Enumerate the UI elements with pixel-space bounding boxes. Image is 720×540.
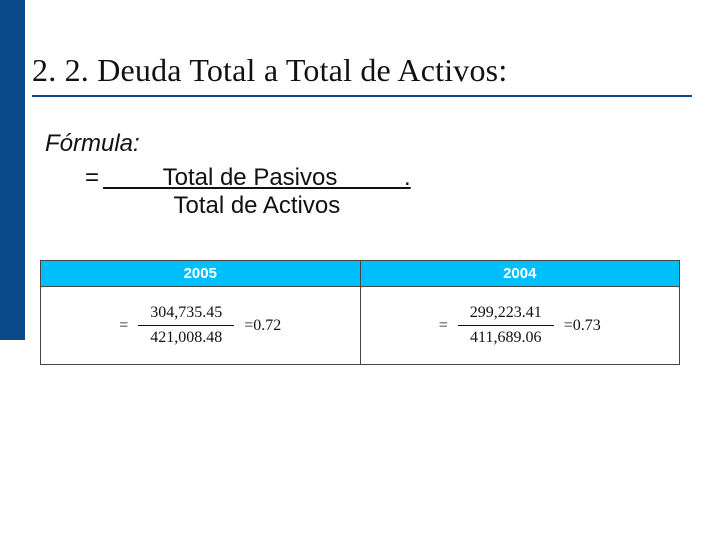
- formula-numerator: Total de Pasivos .: [103, 164, 411, 191]
- cell-eq-left-2004: =: [439, 317, 448, 335]
- formula-line: = Total de Pasivos . Total de Activos: [85, 164, 411, 220]
- calc-cell-2004: = 299,223.41 411,689.06 =0.73: [371, 303, 670, 348]
- cell-2004: = 299,223.41 411,689.06 =0.73: [360, 287, 680, 365]
- calc-cell-2005: = 304,735.45 421,008.48 =0.72: [51, 303, 350, 348]
- formula-label: Fórmula:: [45, 130, 411, 158]
- calc-den-2004: 411,689.06: [458, 326, 553, 348]
- col-header-2004: 2004: [360, 261, 680, 287]
- calc-fraction-2004: 299,223.41 411,689.06: [458, 303, 554, 348]
- cell-2005: = 304,735.45 421,008.48 =0.72: [41, 287, 361, 365]
- calc-den-2005: 421,008.48: [138, 326, 234, 348]
- page-title: 2. 2. Deuda Total a Total de Activos:: [32, 52, 692, 97]
- formula-denominator: Total de Activos: [173, 192, 340, 219]
- formula-fraction: Total de Pasivos . Total de Activos: [103, 164, 411, 220]
- calc-table-wrap: 2005 2004 = 304,735.45 421,008.48 =0.72: [40, 260, 680, 365]
- calc-fraction-2005: 304,735.45 421,008.48: [138, 303, 234, 348]
- formula-block: Fórmula: = Total de Pasivos . Total de A…: [45, 130, 411, 220]
- title-wrap: 2. 2. Deuda Total a Total de Activos:: [32, 52, 692, 97]
- calc-num-2005: 304,735.45: [138, 303, 234, 326]
- calc-num-2004: 299,223.41: [458, 303, 554, 326]
- cell-eq-left-2005: =: [119, 317, 128, 335]
- slide-page: 2. 2. Deuda Total a Total de Activos: Fó…: [0, 0, 720, 540]
- accent-bar: [0, 0, 25, 340]
- calc-result-2004: =0.73: [564, 317, 601, 335]
- calc-result-2005: =0.72: [244, 317, 281, 335]
- col-header-2005: 2005: [41, 261, 361, 287]
- table-header-row: 2005 2004: [41, 261, 680, 287]
- table-row: = 304,735.45 421,008.48 =0.72 =: [41, 287, 680, 365]
- formula-equals: =: [85, 164, 99, 192]
- calc-table: 2005 2004 = 304,735.45 421,008.48 =0.72: [40, 260, 680, 365]
